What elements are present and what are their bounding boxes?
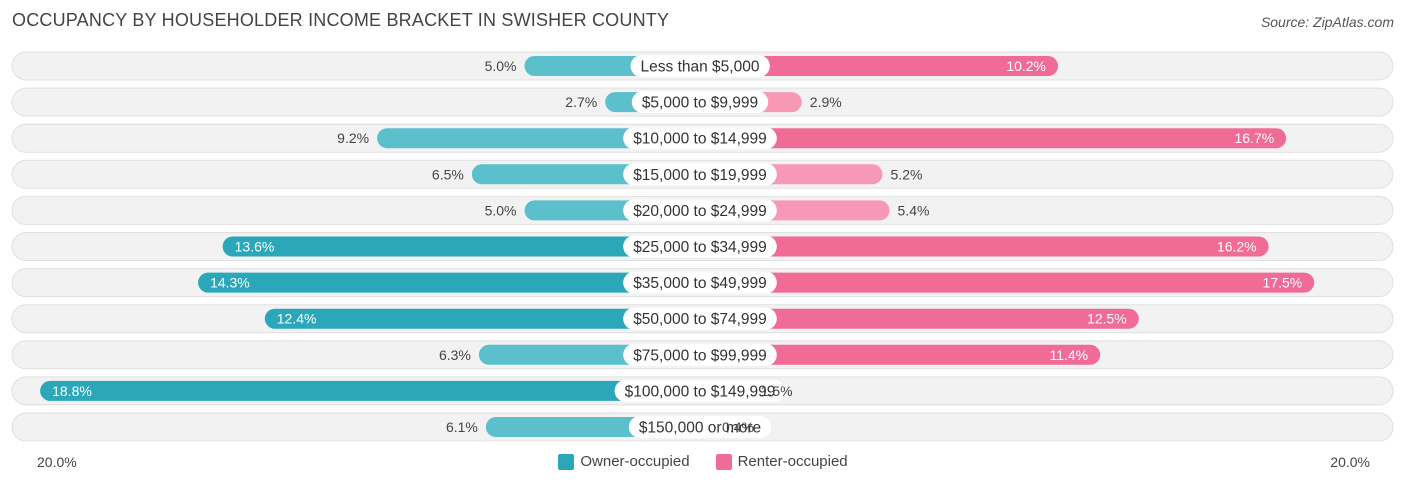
category-label-pill xyxy=(630,55,770,77)
renter-value-label: 2.9% xyxy=(810,94,842,110)
renter-value-label: 5.4% xyxy=(898,202,930,218)
legend-swatch-owner xyxy=(558,453,575,470)
legend-label-owner: Owner-occupied xyxy=(580,453,690,470)
category-label: $5,000 to $9,999 xyxy=(642,95,758,112)
category-label-pill xyxy=(623,163,777,186)
legend-item-renter[interactable]: Renter-occupied xyxy=(715,453,848,470)
category-label: Less than $5,000 xyxy=(641,59,760,76)
axis-right-label: 20.0% xyxy=(1330,454,1370,470)
renter-bar xyxy=(700,236,1269,257)
owner-value-label: 9.2% xyxy=(337,130,369,146)
category-label-pill xyxy=(628,416,772,438)
renter-bar xyxy=(700,308,1139,329)
axis-left-label: 20.0% xyxy=(37,454,77,470)
renter-value-label: 11.4% xyxy=(1049,347,1088,363)
owner-value-label: 6.3% xyxy=(439,347,471,363)
owner-bar xyxy=(198,272,700,293)
category-label-pill xyxy=(623,199,777,222)
owner-value-label: 6.1% xyxy=(446,419,478,435)
category-label: $35,000 to $49,999 xyxy=(633,275,767,292)
legend-label-renter: Renter-occupied xyxy=(737,453,848,470)
category-label: $50,000 to $74,999 xyxy=(633,311,767,328)
category-label: $20,000 to $24,999 xyxy=(633,203,767,220)
owner-value-label: 18.8% xyxy=(52,383,92,399)
category-label: $10,000 to $14,999 xyxy=(633,131,767,148)
owner-value-label: 5.0% xyxy=(485,58,517,74)
renter-value-label: 16.7% xyxy=(1234,130,1274,146)
owner-value-label: 2.7% xyxy=(565,94,597,110)
renter-bar xyxy=(700,344,1101,365)
owner-bar xyxy=(264,308,700,329)
owner-bar xyxy=(222,236,700,257)
category-label: $75,000 to $99,999 xyxy=(633,347,767,364)
category-label-pill xyxy=(623,235,777,258)
legend-item-owner[interactable]: Owner-occupied xyxy=(558,453,690,470)
category-label-pill xyxy=(623,271,777,294)
chart-title: OCCUPANCY BY HOUSEHOLDER INCOME BRACKET … xyxy=(12,10,670,30)
category-label-pill xyxy=(623,307,777,330)
renter-value-label: 1.5% xyxy=(761,383,793,399)
renter-bar xyxy=(700,128,1287,149)
renter-bar xyxy=(700,56,1059,76)
legend: Owner-occupied Renter-occupied xyxy=(0,453,1406,470)
renter-value-label: 0.4% xyxy=(722,419,754,435)
owner-bar xyxy=(377,128,700,149)
renter-value-label: 16.2% xyxy=(1217,239,1257,255)
category-label-pill xyxy=(623,127,777,150)
category-label-pill xyxy=(623,343,777,366)
owner-value-label: 5.0% xyxy=(485,202,517,218)
owner-value-label: 14.3% xyxy=(210,275,250,291)
owner-value-label: 12.4% xyxy=(277,311,317,327)
chart-source: Source: ZipAtlas.com xyxy=(1260,14,1394,30)
category-label: $25,000 to $34,999 xyxy=(633,239,767,256)
category-label-pill xyxy=(631,91,769,114)
category-label: $100,000 to $149,999 xyxy=(625,383,776,400)
renter-value-label: 10.2% xyxy=(1006,58,1046,74)
category-label: $150,000 or more xyxy=(639,420,761,437)
renter-value-label: 17.5% xyxy=(1263,275,1303,291)
renter-bar xyxy=(700,272,1315,293)
renter-value-label: 5.2% xyxy=(891,166,923,182)
legend-swatch-renter xyxy=(715,453,732,470)
diverging-bar-chart: Less than $5,000 5.0% 10.2% $5,000 to $9,99… xyxy=(11,51,1394,442)
owner-value-label: 6.5% xyxy=(432,166,464,182)
renter-value-label: 12.5% xyxy=(1087,311,1127,327)
category-label-pill xyxy=(614,379,786,402)
owner-value-label: 13.6% xyxy=(235,239,275,255)
owner-bar xyxy=(40,380,701,401)
category-label: $15,000 to $19,999 xyxy=(633,167,767,184)
